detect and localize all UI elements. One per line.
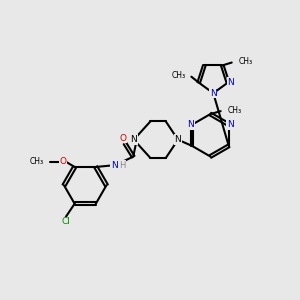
Text: CH₃: CH₃ bbox=[30, 157, 44, 166]
Text: N: N bbox=[227, 120, 234, 129]
Text: N: N bbox=[175, 135, 181, 144]
Text: H: H bbox=[119, 161, 125, 170]
Text: CH₃: CH₃ bbox=[171, 71, 185, 80]
Text: O: O bbox=[59, 157, 67, 166]
Text: N: N bbox=[210, 89, 217, 98]
Text: CH₃: CH₃ bbox=[227, 106, 242, 115]
Text: Cl: Cl bbox=[61, 218, 70, 226]
Text: CH₃: CH₃ bbox=[238, 57, 252, 66]
Text: N: N bbox=[187, 120, 194, 129]
Text: N: N bbox=[111, 161, 118, 170]
Text: O: O bbox=[120, 134, 127, 142]
Text: N: N bbox=[130, 135, 137, 144]
Text: N: N bbox=[227, 78, 234, 87]
